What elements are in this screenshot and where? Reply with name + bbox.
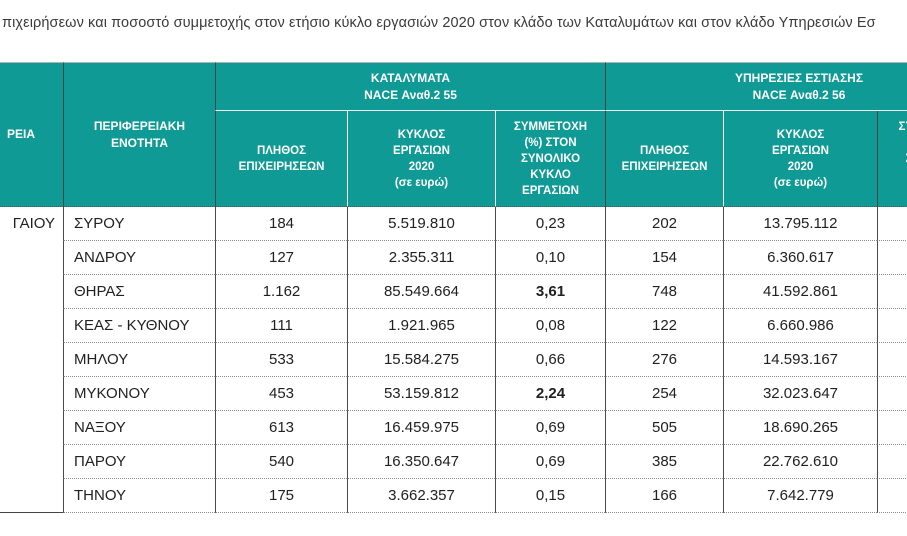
cell-food-businesses: 385 xyxy=(605,445,723,479)
cell-acc-turnover: 16.350.647 xyxy=(347,445,495,479)
cell-food-businesses: 505 xyxy=(605,411,723,445)
cell-region: ΓΑΙΟΥ xyxy=(0,207,63,513)
table-wrapper: ΡΕΙΑ ΠΕΡΙΦΕΡΕΙΑΚΗ ΕΝΟΤΗΤΑ ΚΑΤΑΛΥΜΑΤΑ NAC… xyxy=(0,62,907,513)
table-row: ΘΗΡΑΣ 1.162 85.549.664 3,61 748 41.592.8… xyxy=(0,275,907,309)
cell-food-turnover: 6.360.617 xyxy=(723,241,877,275)
cell-acc-businesses: 1.162 xyxy=(215,275,347,309)
group-title-food-service: ΥΠΗΡΕΣΙΕΣ ΕΣΤΙΑΣΗΣ xyxy=(735,70,864,85)
cell-food-share xyxy=(877,411,907,445)
cell-unit: ΚΕΑΣ - ΚΥΘΝΟΥ xyxy=(63,309,215,343)
cell-acc-share: 2,24 xyxy=(495,377,605,411)
group-header-row: ΡΕΙΑ ΠΕΡΙΦΕΡΕΙΑΚΗ ΕΝΟΤΗΤΑ ΚΑΤΑΛΥΜΑΤΑ NAC… xyxy=(0,62,907,207)
cell-acc-share: 0,08 xyxy=(495,309,605,343)
cell-acc-turnover: 1.921.965 xyxy=(347,309,495,343)
table-row: ΜΥΚΟΝΟΥ 453 53.159.812 2,24 254 32.023.6… xyxy=(0,377,907,411)
table-row: ΑΝΔΡΟΥ 127 2.355.311 0,10 154 6.360.617 xyxy=(0,241,907,275)
cell-food-businesses: 748 xyxy=(605,275,723,309)
cell-acc-turnover: 85.549.664 xyxy=(347,275,495,309)
cell-unit: ΝΑΞΟΥ xyxy=(63,411,215,445)
cell-food-share xyxy=(877,343,907,377)
cell-food-turnover: 14.593.167 xyxy=(723,343,877,377)
cell-acc-businesses: 184 xyxy=(215,207,347,241)
cell-food-share xyxy=(877,275,907,309)
col-header-food-turnover: ΚΥΚΛΟΣ ΕΡΓΑΣΙΩΝ 2020 (σε ευρώ) xyxy=(723,111,877,207)
table-row: ΓΑΙΟΥ ΣΥΡΟΥ 184 5.519.810 0,23 202 13.79… xyxy=(0,207,907,513)
col-header-regional-unit: ΠΕΡΙΦΕΡΕΙΑΚΗ ΕΝΟΤΗΤΑ xyxy=(63,62,215,207)
col-header-acc-businesses: ΠΛΗΘΟΣ ΕΠΙΧΕΙΡΗΣΕΩΝ xyxy=(215,111,347,207)
group-nace-food-service: NACE Αναθ.2 56 xyxy=(752,87,846,102)
cell-unit: ΑΝΔΡΟΥ xyxy=(63,241,215,275)
cell-acc-turnover: 5.519.810 xyxy=(347,207,495,241)
table-row: ΤΗΝΟΥ 175 3.662.357 0,15 166 7.642.779 xyxy=(0,479,907,513)
cell-acc-share: 0,69 xyxy=(495,411,605,445)
cell-unit: ΜΥΚΟΝΟΥ xyxy=(63,377,215,411)
cell-food-businesses: 122 xyxy=(605,309,723,343)
cell-food-businesses: 202 xyxy=(605,207,723,241)
cell-unit: ΠΑΡΟΥ xyxy=(63,445,215,479)
cell-food-share xyxy=(877,377,907,411)
cell-acc-turnover: 53.159.812 xyxy=(347,377,495,411)
cell-unit: ΣΥΡΟΥ xyxy=(63,207,215,241)
cell-acc-businesses: 175 xyxy=(215,479,347,513)
statistics-table: ΡΕΙΑ ΠΕΡΙΦΕΡΕΙΑΚΗ ΕΝΟΤΗΤΑ ΚΑΤΑΛΥΜΑΤΑ NAC… xyxy=(0,62,907,513)
cell-acc-share: 0,69 xyxy=(495,445,605,479)
cell-acc-businesses: 453 xyxy=(215,377,347,411)
cell-food-businesses: 276 xyxy=(605,343,723,377)
cell-acc-share: 0,23 xyxy=(495,207,605,241)
table-row: ΠΑΡΟΥ 540 16.350.647 0,69 385 22.762.610 xyxy=(0,445,907,479)
cell-food-turnover: 6.660.986 xyxy=(723,309,877,343)
cell-acc-turnover: 15.584.275 xyxy=(347,343,495,377)
cell-food-turnover: 13.795.112 xyxy=(723,207,877,241)
cell-food-share xyxy=(877,479,907,513)
cell-acc-share: 0,10 xyxy=(495,241,605,275)
group-header-accommodation: ΚΑΤΑΛΥΜΑΤΑ NACE Αναθ.2 55 xyxy=(215,62,605,111)
cell-unit: ΘΗΡΑΣ xyxy=(63,275,215,309)
cell-food-turnover: 18.690.265 xyxy=(723,411,877,445)
table-row: ΚΕΑΣ - ΚΥΘΝΟΥ 111 1.921.965 0,08 122 6.6… xyxy=(0,309,907,343)
col-header-region: ΡΕΙΑ xyxy=(0,62,63,207)
cell-acc-share: 0,15 xyxy=(495,479,605,513)
cell-acc-businesses: 540 xyxy=(215,445,347,479)
cell-food-share xyxy=(877,309,907,343)
col-header-food-share: ΣΥΜΜΕΤΟΧΗ (%) ΣΤΟΝ ΣΥΝΟΛΙΚΟ ΚΥΚΛΟ ΕΡΓΑΣΙ… xyxy=(877,111,907,207)
cell-food-turnover: 32.023.647 xyxy=(723,377,877,411)
cell-food-share xyxy=(877,445,907,479)
cell-acc-businesses: 111 xyxy=(215,309,347,343)
cell-acc-businesses: 533 xyxy=(215,343,347,377)
cell-food-businesses: 254 xyxy=(605,377,723,411)
cell-unit: ΜΗΛΟΥ xyxy=(63,343,215,377)
group-nace-accommodation: NACE Αναθ.2 55 xyxy=(364,87,457,102)
table-row: ΝΑΞΟΥ 613 16.459.975 0,69 505 18.690.265 xyxy=(0,411,907,445)
cell-food-turnover: 7.642.779 xyxy=(723,479,877,513)
group-header-food-service: ΥΠΗΡΕΣΙΕΣ ΕΣΤΙΑΣΗΣ NACE Αναθ.2 56 xyxy=(605,62,907,111)
cell-food-share xyxy=(877,207,907,241)
cell-food-businesses: 166 xyxy=(605,479,723,513)
cell-acc-businesses: 613 xyxy=(215,411,347,445)
group-title-accommodation: ΚΑΤΑΛΥΜΑΤΑ xyxy=(370,70,451,85)
table-row: ΜΗΛΟΥ 533 15.584.275 0,66 276 14.593.167 xyxy=(0,343,907,377)
cell-unit: ΤΗΝΟΥ xyxy=(63,479,215,513)
cell-food-share xyxy=(877,241,907,275)
col-header-food-businesses: ΠΛΗΘΟΣ ΕΠΙΧΕΙΡΗΣΕΩΝ xyxy=(605,111,723,207)
cell-food-turnover: 22.762.610 xyxy=(723,445,877,479)
cell-food-businesses: 154 xyxy=(605,241,723,275)
col-header-acc-turnover: ΚΥΚΛΟΣ ΕΡΓΑΣΙΩΝ 2020 (σε ευρώ) xyxy=(347,111,495,207)
cell-acc-turnover: 16.459.975 xyxy=(347,411,495,445)
sub-header-row: ΠΛΗΘΟΣ ΕΠΙΧΕΙΡΗΣΕΩΝ ΚΥΚΛΟΣ ΕΡΓΑΣΙΩΝ 2020… xyxy=(0,111,907,207)
table-body: ΓΑΙΟΥ ΣΥΡΟΥ 184 5.519.810 0,23 202 13.79… xyxy=(0,207,907,513)
cell-food-turnover: 41.592.861 xyxy=(723,275,877,309)
cell-acc-businesses: 127 xyxy=(215,241,347,275)
col-header-acc-share: ΣΥΜΜΕΤΟΧΗ (%) ΣΤΟΝ ΣΥΝΟΛΙΚΟ ΚΥΚΛΟ ΕΡΓΑΣΙ… xyxy=(495,111,605,207)
page-title: πιχειρήσεων και ποσοστό συμμετοχής στον … xyxy=(2,15,876,31)
cell-acc-turnover: 3.662.357 xyxy=(347,479,495,513)
cell-acc-share: 0,66 xyxy=(495,343,605,377)
cell-acc-share: 3,61 xyxy=(495,275,605,309)
cell-acc-turnover: 2.355.311 xyxy=(347,241,495,275)
